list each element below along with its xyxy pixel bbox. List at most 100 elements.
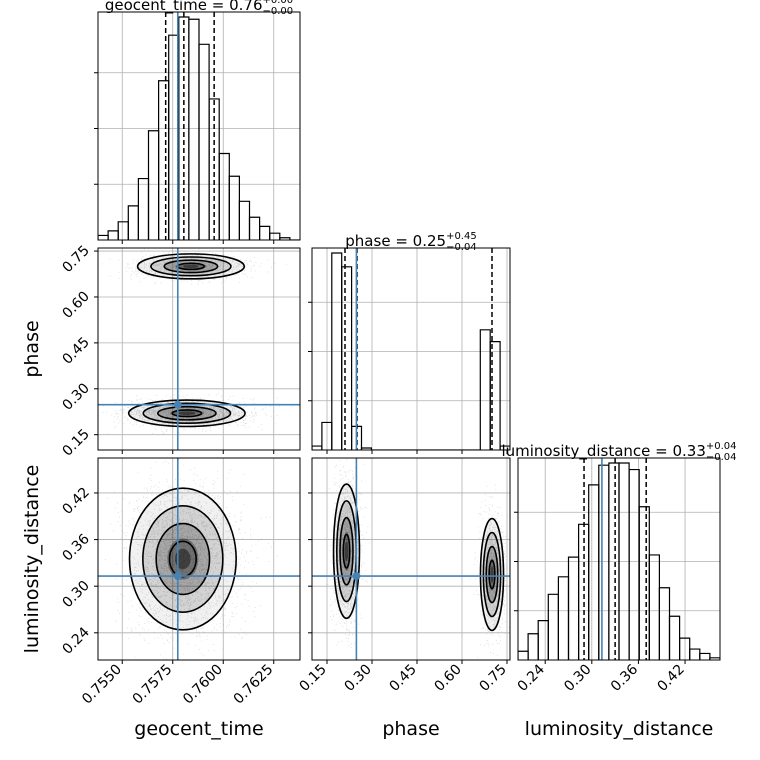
hist-bar <box>699 652 711 660</box>
panel-frame <box>311 457 511 661</box>
contour-line <box>142 505 224 613</box>
y-tick-label-phase: 0.75 <box>59 243 92 276</box>
title-upper: +0.00 <box>263 0 294 6</box>
hist-panel-geocent_time: geocent_time = 0.76+0.00−0.00 <box>94 0 301 241</box>
title-lower: −0.04 <box>446 242 477 253</box>
injection-point <box>352 572 361 581</box>
density-level <box>142 505 223 613</box>
hist-clip <box>98 12 300 240</box>
hist-bar <box>489 341 501 450</box>
x-tick-label-geocent_time: 0.7575 <box>130 662 176 708</box>
title-upper: +0.45 <box>446 231 477 242</box>
contour-line <box>136 253 246 280</box>
y-tick-label-luminosity_distance: 0.24 <box>59 624 92 657</box>
x-axis-label-luminosity_distance: luminosity_distance <box>525 718 714 740</box>
contour-line <box>127 399 246 428</box>
contour-line <box>482 531 502 618</box>
sample-points <box>324 459 370 649</box>
scatter-panel-geocent_time-phase <box>97 247 301 451</box>
density-level <box>344 541 349 562</box>
density-level <box>157 406 216 420</box>
y-tick-label-phase: 0.60 <box>59 288 92 321</box>
density-level <box>178 411 196 416</box>
y-tick-label-phase: 0.45 <box>59 334 92 367</box>
x-tick-label-geocent_time: 0.7550 <box>79 662 125 708</box>
x-tick-label-luminosity_distance: 0.42 <box>655 662 688 695</box>
contour-line <box>342 533 351 569</box>
hist-title-luminosity_distance: luminosity_distance = 0.33+0.04 <box>501 441 736 461</box>
contour-line <box>488 559 496 590</box>
title-base: geocent_time = 0.76 <box>105 0 263 15</box>
title-base: phase = 0.25 <box>345 232 446 250</box>
title-lower: −0.00 <box>263 6 294 17</box>
x-axis-label-phase: phase <box>382 718 439 740</box>
contour-line <box>128 487 237 631</box>
title-base: luminosity_distance = 0.33 <box>501 442 705 461</box>
panel-background <box>312 458 510 660</box>
x-tick-label-phase: 0.60 <box>431 662 464 695</box>
x-axis-label-geocent_time: geocent_time <box>134 718 263 740</box>
y-tick-label-luminosity_distance: 0.30 <box>59 578 92 611</box>
title-lower: −0.04 <box>706 452 737 463</box>
density-level <box>340 517 353 585</box>
sample-points <box>98 390 293 436</box>
injection-point <box>173 400 182 409</box>
density-level <box>167 538 199 580</box>
y-tick-label-luminosity_distance: 0.36 <box>59 531 92 564</box>
contour-line <box>163 259 219 274</box>
density-level <box>183 264 199 269</box>
x-tick-label-geocent_time: 0.7625 <box>231 662 277 708</box>
sample-points <box>469 484 510 659</box>
title-upper: +0.04 <box>706 441 737 452</box>
injection-point <box>173 572 182 581</box>
panel-frame <box>97 11 301 241</box>
x-tick-label-phase: 0.75 <box>476 662 509 695</box>
contour-line <box>155 522 211 596</box>
scatter-panel-geocent_time-luminosity_distance <box>97 457 301 661</box>
scatter-clip <box>98 458 300 660</box>
y-tick-label-phase: 0.15 <box>59 426 92 459</box>
x-tick-label-luminosity_distance: 0.36 <box>608 661 641 694</box>
hist-bar <box>499 445 510 450</box>
x-tick-label-luminosity_distance: 0.24 <box>515 661 548 694</box>
x-tick-label-phase: 0.30 <box>341 662 374 695</box>
panel-frame <box>517 457 721 661</box>
panel-frame <box>97 457 301 661</box>
contour-line <box>156 405 217 421</box>
density-level <box>129 488 237 630</box>
y-axis-label-luminosity_distance: luminosity_distance <box>21 465 43 654</box>
scatter-clip <box>98 248 300 450</box>
scatter-panel-phase-luminosity_distance <box>311 457 511 661</box>
hist-bar <box>341 266 353 450</box>
hist-panel-luminosity_distance: luminosity_distance = 0.33+0.04−0.04 <box>501 441 737 661</box>
contour-line <box>485 545 499 604</box>
hist-title-geocent_time: geocent_time = 0.76+0.00 <box>105 0 293 15</box>
panel-frame <box>97 247 301 451</box>
hist-bar <box>360 447 372 450</box>
hist-panel-phase: phase = 0.25+0.45−0.04 <box>308 231 511 451</box>
x-tick-label-geocent_time: 0.7600 <box>180 662 226 708</box>
contour-line <box>150 256 232 277</box>
y-axis-label-phase: phase <box>21 320 43 377</box>
density-level <box>175 548 191 570</box>
x-tick-label-phase: 0.15 <box>296 662 329 695</box>
hist-bar <box>709 657 720 660</box>
y-tick-label-phase: 0.30 <box>59 380 92 413</box>
hist-bar <box>269 232 281 240</box>
hist-bar <box>279 237 291 240</box>
density-level <box>490 566 494 583</box>
sample-points <box>105 459 278 660</box>
hist-clip <box>312 248 510 450</box>
y-tick-label-luminosity_distance: 0.42 <box>59 484 92 517</box>
contour-line <box>339 516 354 586</box>
scatter-clip <box>312 458 510 660</box>
panel-background <box>98 248 300 450</box>
contour-line <box>479 517 505 632</box>
density-level <box>486 546 498 603</box>
contour-line <box>142 402 232 424</box>
hist-title-phase: phase = 0.25+0.45 <box>345 231 476 250</box>
hist-clip <box>518 458 720 660</box>
panel-frame <box>311 247 511 451</box>
contour-line <box>332 483 361 620</box>
